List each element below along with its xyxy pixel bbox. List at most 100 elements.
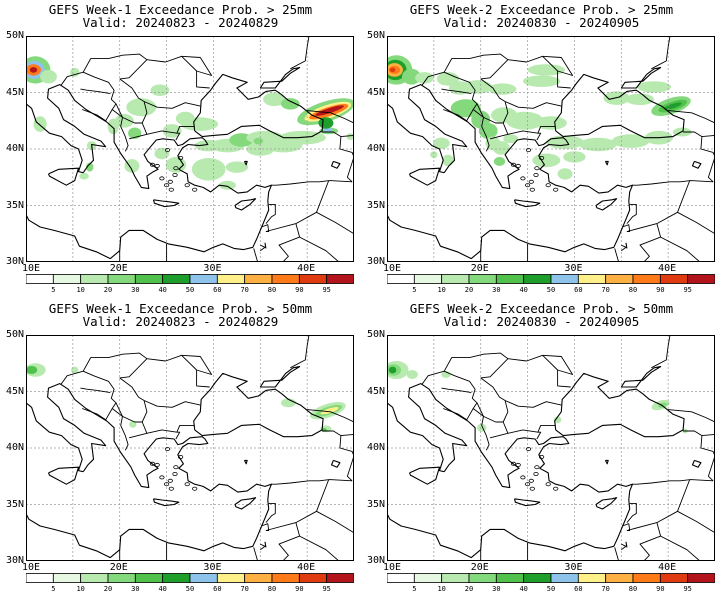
island-outline [528, 179, 534, 184]
coastline [604, 160, 609, 166]
country-border [60, 71, 117, 122]
island-outline [184, 482, 190, 487]
country-border [339, 136, 354, 183]
colorbar-label: 40 [519, 286, 528, 294]
longitude-label: 30E [564, 263, 583, 274]
country-border [60, 370, 117, 421]
coastline [513, 199, 541, 208]
country-border [181, 55, 213, 76]
colorbar-swatch [189, 274, 218, 284]
probability-shading [663, 102, 682, 110]
country-border [82, 352, 148, 379]
longitude-label: 20E [470, 562, 489, 573]
island-outline [164, 447, 171, 452]
country-border [115, 402, 129, 451]
colorbar-label: 5 [51, 286, 56, 294]
country-border [146, 55, 210, 89]
colorbar-label: 50 [546, 286, 556, 294]
coastline [408, 466, 441, 485]
map-panel-4: GEFS Week-2 Exceedance Prob. > 50mm Valid… [361, 299, 722, 598]
probability-shading [219, 180, 236, 190]
coastline [26, 402, 84, 473]
colorbar-label: 90 [295, 286, 304, 294]
colorbar-swatch [134, 573, 164, 583]
map-frame [26, 36, 354, 262]
longitude-label: 40E [658, 263, 677, 274]
island-outline [192, 486, 198, 491]
country-border [536, 132, 542, 141]
country-border [141, 400, 148, 423]
probability-shading [527, 64, 565, 76]
country-border [632, 180, 714, 186]
panel-valid-dates: Valid: 20240823 - 20240829 [82, 15, 279, 30]
longitude-label: 20E [470, 263, 489, 274]
island-outline [159, 475, 165, 480]
island-outline [164, 183, 170, 188]
country-border [507, 354, 571, 388]
colorbar-swatch [216, 274, 246, 284]
colorbar-label: 5 [51, 585, 56, 593]
country-border [290, 36, 310, 70]
map-frame [26, 335, 354, 561]
island-outline [515, 163, 521, 168]
country-border [614, 547, 620, 561]
probability-map [387, 335, 715, 561]
probability-shading [129, 420, 137, 428]
coastline [625, 242, 628, 249]
latitude-label: 45N [366, 385, 385, 397]
latitude-label: 50N [5, 329, 24, 340]
country-border [700, 136, 715, 183]
colorbar-swatch [107, 274, 136, 284]
probability-shading [625, 93, 655, 105]
latitude-label: 35N [366, 498, 385, 510]
island-outline [172, 471, 178, 476]
colorbar-swatch [244, 274, 273, 284]
country-border [441, 88, 472, 95]
longitude-label: 20E [109, 263, 128, 274]
coastline [264, 541, 267, 548]
probability-shading [657, 402, 668, 408]
country-border [626, 502, 637, 523]
colorbar-label: 80 [267, 286, 277, 294]
island-outline [529, 486, 535, 491]
island-outline [525, 482, 531, 487]
colorbar-label: 70 [601, 286, 610, 294]
latitude-label: 35N [366, 199, 385, 211]
country-border [146, 354, 210, 388]
probability-shading [191, 158, 226, 181]
latitude-label: 50N [366, 329, 385, 340]
country-border [443, 109, 467, 122]
latitude-label: 50N [5, 30, 24, 41]
colorbar-swatch [523, 274, 552, 284]
probability-shading [488, 83, 517, 95]
longitude-label: 40E [297, 263, 316, 274]
longitude-label: 10E [383, 263, 402, 274]
probability-shading [522, 75, 561, 87]
coastline [259, 366, 301, 388]
island-outline [164, 482, 170, 487]
island-outline [528, 478, 534, 483]
island-outline [520, 176, 526, 181]
country-border [441, 387, 472, 394]
country-border [260, 543, 266, 551]
colorbar-swatch [271, 274, 300, 284]
map-panel-1: GEFS Week-1 Exceedance Prob. > 25mm Valid… [0, 0, 361, 299]
island-outline [520, 475, 526, 480]
longitude-label: 40E [297, 562, 316, 573]
country-border [80, 88, 111, 95]
probability-shading [225, 161, 249, 173]
latitude-label: 45N [366, 86, 385, 98]
country-border [668, 110, 715, 138]
probability-shading [637, 81, 671, 93]
country-border [677, 211, 715, 235]
coastline [47, 167, 80, 186]
country-border [299, 535, 340, 561]
coastline [620, 67, 662, 89]
country-border [111, 109, 148, 140]
probability-map [26, 36, 354, 262]
island-outline [167, 179, 173, 184]
colorbar-label: 20 [103, 585, 113, 593]
colorbar-swatch [495, 274, 525, 284]
island-outline [533, 471, 539, 476]
country-border [542, 354, 574, 375]
